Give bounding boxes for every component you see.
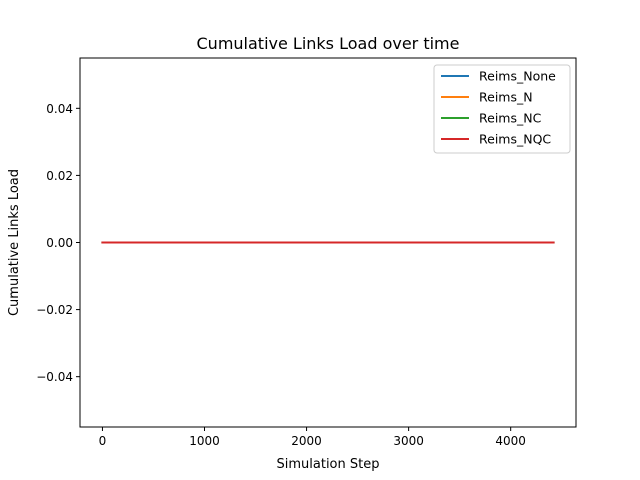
y-tick-label: −0.04 (36, 370, 73, 384)
y-tick-label: 0.00 (46, 236, 73, 250)
legend-box (433, 64, 571, 154)
y-tick-label: 0.04 (46, 102, 73, 116)
y-axis-label: Cumulative Links Load (7, 169, 22, 316)
chart-title: Cumulative Links Load over time (197, 34, 460, 53)
x-tick-label: 0 (99, 434, 107, 448)
legend: Reims_None Reims_N Reims_NC Reims_NQC (433, 64, 571, 154)
legend-label: Reims_None (479, 69, 556, 84)
x-axis-label: Simulation Step (277, 457, 380, 472)
x-axis-ticks: 0 1000 2000 3000 4000 (99, 427, 526, 448)
legend-label: Reims_NQC (479, 132, 551, 147)
x-tick-label: 4000 (495, 434, 526, 448)
y-tick-label: 0.02 (46, 169, 73, 183)
y-axis-ticks: −0.04 −0.02 0.00 0.02 0.04 (36, 102, 80, 384)
x-tick-label: 1000 (189, 434, 220, 448)
legend-label: Reims_NC (479, 111, 542, 126)
legend-label: Reims_N (479, 90, 533, 105)
x-tick-label: 2000 (291, 434, 322, 448)
y-tick-label: −0.02 (36, 303, 73, 317)
x-tick-label: 3000 (393, 434, 424, 448)
